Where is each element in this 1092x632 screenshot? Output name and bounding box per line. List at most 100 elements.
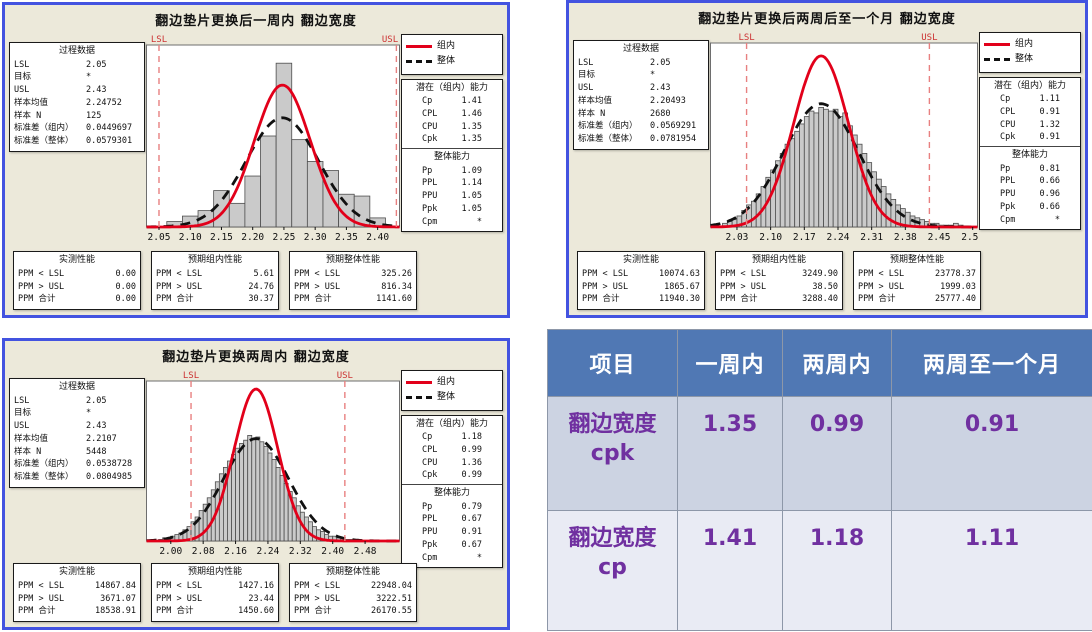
legend-within: 组内 <box>406 375 498 390</box>
ppm-row: PPM 合计 25777.40 <box>858 294 976 305</box>
process-data-title: 过程数据 <box>58 46 95 56</box>
ppm-row: PPM < LSL 1427.16 <box>156 580 274 591</box>
chart-title: 翻边垫片更换后两周后至一个月 翻边宽度 <box>698 12 956 27</box>
svg-text:2.24: 2.24 <box>256 546 279 557</box>
svg-text:2.45: 2.45 <box>928 232 951 243</box>
legend: 组内 整体 <box>979 32 1081 73</box>
pd-row: 样本均值 2.2107 <box>14 433 117 444</box>
table-cell-cp-month: 1.11 <box>892 510 1092 630</box>
svg-text:2.30: 2.30 <box>304 232 327 243</box>
performance-panel-title: 实测性能 <box>58 255 95 266</box>
cap-row: PPL 1.14 <box>422 178 482 189</box>
performance-panel-title: 实测性能 <box>622 255 659 266</box>
overall-line-swatch <box>406 60 432 64</box>
svg-text:2.40: 2.40 <box>366 232 389 243</box>
pd-row: 样本均值 2.20493 <box>578 95 686 106</box>
pd-row: 目标 * <box>14 72 92 83</box>
performance-panel-title: 实测性能 <box>58 567 95 578</box>
within-line-swatch <box>406 45 432 49</box>
chart-title: 翻边垫片更换两周内 翻边宽度 <box>162 350 350 365</box>
svg-text:2.00: 2.00 <box>159 546 182 557</box>
svg-text:2.48: 2.48 <box>354 546 377 557</box>
legend-within: 组内 <box>406 39 498 54</box>
pd-row: 标准差（整体） 0.0579301 <box>14 136 133 146</box>
ppm-row: PPM 合计 18538.91 <box>18 606 136 617</box>
divider <box>402 148 502 150</box>
cap-row: CPL 1.46 <box>422 108 482 119</box>
capability-chart-week2-to-month: 翻边垫片更换后两周后至一个月 翻边宽度 过程数据 LSL 2.05 目标 * USL 2.… <box>566 0 1088 318</box>
cap-row: Cpm * <box>422 552 482 563</box>
cap-row: PPL 0.66 <box>1000 176 1060 187</box>
legend-within: 组内 <box>984 37 1076 52</box>
pd-row: 标准差（整体） 0.0804985 <box>14 472 133 482</box>
overall-capability-title: 整体能力 <box>433 152 470 163</box>
table-cell-cp-week2: 1.18 <box>783 510 892 630</box>
ppm-row: PPM < LSL 5.61 <box>156 268 274 279</box>
pd-row: LSL 2.05 <box>14 395 107 406</box>
ppm-row: PPM > USL 1999.03 <box>858 281 976 292</box>
performance-panel: 预期整体性能 PPM < LSL 23778.37 PPM > USL 1999.03 P… <box>853 251 981 310</box>
overall-line-swatch <box>984 58 1010 62</box>
cap-row: Cpk 0.99 <box>422 470 482 481</box>
table-header-week2: 两周内 <box>783 330 892 396</box>
pd-row: 样本 N 2680 <box>578 108 671 119</box>
overall-line-swatch <box>406 396 432 400</box>
performance-panel: 实测性能 PPM < LSL 14867.84 PPM > USL 3671.07 PPM… <box>13 563 141 622</box>
ppm-row: PPM 合计 3288.40 <box>720 294 838 305</box>
cap-row: Pp 0.81 <box>1000 163 1060 174</box>
svg-text:USL: USL <box>921 33 937 43</box>
cap-row: Cpm * <box>1000 214 1060 225</box>
ppm-row: PPM 合计 11940.30 <box>582 294 700 305</box>
pd-row: USL 2.43 <box>14 421 107 431</box>
within-line-swatch <box>984 43 1010 47</box>
chart-title: 翻边垫片更换后一周内 翻边宽度 <box>155 14 357 29</box>
svg-text:LSL: LSL <box>183 371 199 381</box>
svg-text:2.05: 2.05 <box>148 232 171 243</box>
performance-panels: 实测性能 PPM < LSL 14867.84 PPM > USL 3671.07 PPM… <box>9 560 503 623</box>
svg-text:USL: USL <box>337 371 353 381</box>
ppm-row: PPM 合计 30.37 <box>156 294 274 305</box>
svg-text:2.24: 2.24 <box>827 232 850 243</box>
ppm-row: PPM < LSL 325.26 <box>294 268 412 279</box>
svg-text:2.16: 2.16 <box>224 546 247 557</box>
table-cell-cpk-week2: 0.99 <box>783 396 892 510</box>
performance-panels: 实测性能 PPM < LSL 0.00 PPM > USL 0.00 PPM 合计 0.00… <box>9 248 503 311</box>
pd-row: 目标 * <box>578 70 656 81</box>
pd-row: 目标 * <box>14 408 92 419</box>
ppm-row: PPM > USL 24.76 <box>156 281 274 292</box>
ppm-row: PPM > USL 816.34 <box>294 281 412 292</box>
cap-row: Cpm * <box>422 216 482 227</box>
svg-text:2.35: 2.35 <box>335 232 358 243</box>
capability-chart-week1: 翻边垫片更换后一周内 翻边宽度 过程数据 LSL 2.05 目标 * USL 2.43 样本… <box>2 2 510 318</box>
overall-capability-title: 整体能力 <box>1011 150 1048 161</box>
within-capability-title: 潜在（组内）能力 <box>415 82 488 93</box>
ppm-row: PPM 合计 1141.60 <box>294 294 412 305</box>
ppm-row: PPM 合计 26170.55 <box>294 606 412 617</box>
svg-text:2.17: 2.17 <box>793 232 816 243</box>
cap-row: Cpk 0.91 <box>1000 132 1060 143</box>
svg-text:LSL: LSL <box>738 33 754 43</box>
ppm-row: PPM > USL 3222.51 <box>294 593 412 604</box>
legend-overall: 整体 <box>406 390 498 405</box>
capability-panel: 潜在（组内）能力 Cp 1.41 CPL 1.46 CPU 1.35 Cpk 1.35 整体能… <box>401 78 503 233</box>
process-data-title: 过程数据 <box>622 44 659 54</box>
legend-overall: 整体 <box>984 52 1076 67</box>
table-header-month: 两周至一个月 <box>892 330 1092 396</box>
performance-panel-title: 预期整体性能 <box>325 255 380 266</box>
performance-panel: 实测性能 PPM < LSL 0.00 PPM > USL 0.00 PPM 合计 0.00 <box>13 251 141 310</box>
pd-row: USL 2.43 <box>14 85 107 95</box>
histogram-plot: LSL USL 2.03 2.10 2.17 2.24 2.31 2.38 2.45 2.52 <box>710 33 979 243</box>
pd-row: 标准差（整体） 0.0781954 <box>578 134 697 144</box>
pd-row: LSL 2.05 <box>14 59 107 70</box>
svg-text:2.15: 2.15 <box>210 232 233 243</box>
performance-panels: 实测性能 PPM < LSL 10074.63 PPM > USL 1865.67 PPM… <box>573 248 1081 311</box>
pd-row: USL 2.43 <box>578 83 671 93</box>
cap-row: Ppk 0.66 <box>1000 201 1060 212</box>
process-data-panel: 过程数据 LSL 2.05 目标 * USL 2.43 样本均值 2.2107 样本 N 5448… <box>9 378 145 488</box>
svg-text:2.38: 2.38 <box>894 232 917 243</box>
cap-row: Cp 1.11 <box>1000 94 1060 105</box>
divider <box>402 484 502 486</box>
table-header-week1: 一周内 <box>678 330 783 396</box>
ppm-row: PPM < LSL 22948.04 <box>294 580 412 591</box>
performance-panel: 预期组内性能 PPM < LSL 5.61 PPM > USL 24.76 PPM 合计 3… <box>151 251 279 310</box>
